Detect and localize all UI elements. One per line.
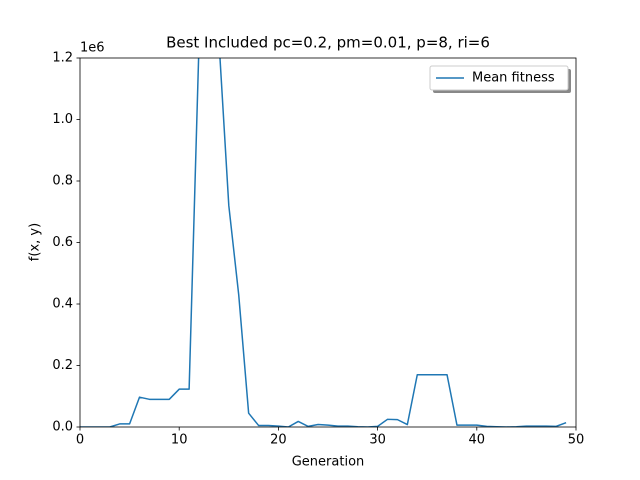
- x-axis-label: Generation: [292, 455, 365, 470]
- data-line: [80, 58, 567, 427]
- y-tick-label: 1.0: [52, 112, 73, 127]
- y-tick-label: 0.0: [52, 420, 73, 435]
- y-tick-label: 0.6: [52, 235, 73, 250]
- plot-area: [80, 58, 567, 427]
- y-axis-label: f(x, y): [28, 223, 43, 261]
- axes-frame: [79, 57, 577, 428]
- y-tick-label: 0.8: [52, 174, 73, 189]
- legend-label: Mean fitness: [472, 71, 555, 86]
- x-tick-label: 0: [76, 433, 84, 448]
- y-offset-label: 1e6: [80, 41, 105, 56]
- y-tick-label: 1.2: [52, 51, 73, 66]
- legend: [429, 65, 569, 91]
- x-tick-label: 30: [369, 433, 386, 448]
- x-tick-label: 20: [270, 433, 287, 448]
- x-tick-label: 50: [568, 433, 585, 448]
- y-tick-label: 0.2: [52, 358, 73, 373]
- y-tick-label: 0.4: [52, 297, 73, 312]
- chart-title: Best Included pc=0.2, pm=0.01, p=8, ri=6: [166, 34, 490, 52]
- x-tick-label: 10: [171, 433, 188, 448]
- x-tick-label: 40: [469, 433, 486, 448]
